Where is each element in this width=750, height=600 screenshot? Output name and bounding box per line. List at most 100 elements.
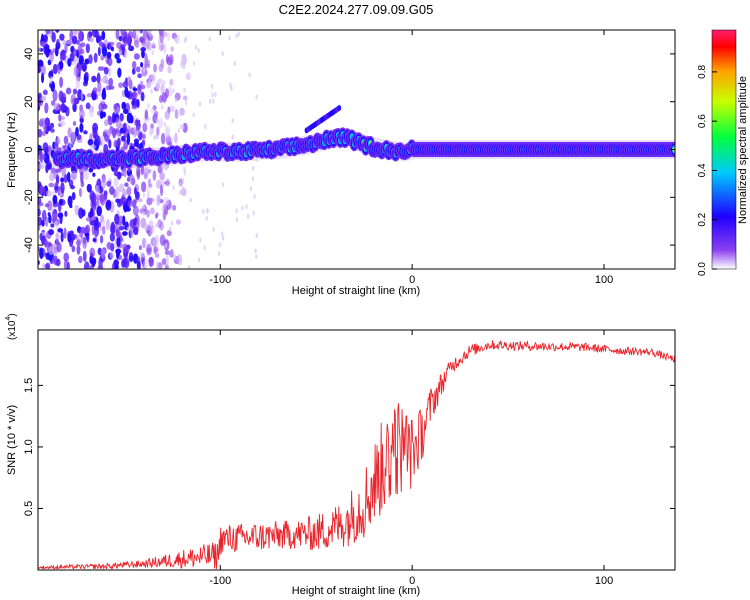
spectrogram-noise-blob <box>66 171 71 183</box>
spectrogram-noise-blob <box>161 208 165 214</box>
spectrogram-noise-blob <box>43 123 47 134</box>
spectrogram-noise-blob <box>89 264 94 269</box>
spectrogram-noise-blob <box>135 124 141 137</box>
spectrogram-noise-blob <box>98 41 104 47</box>
spectrogram-noise-blob <box>57 228 64 233</box>
spectrogram-noise-blob <box>245 204 248 210</box>
snr-y-multiplier: (x104) <box>5 313 18 340</box>
spectrogram-noise-blob <box>221 51 224 57</box>
spectrogram-noise-blob <box>71 245 76 253</box>
spectrogram-noise-blob <box>165 125 171 138</box>
spectrogram-noise-blob <box>113 103 118 110</box>
spectrogram-noise-blob <box>52 89 58 102</box>
spectrogram-noise-blob <box>108 139 112 149</box>
spectrogram-noise-blob <box>159 234 166 247</box>
spectrogram-noise-blob <box>217 251 221 257</box>
spectrogram-noise-blob <box>107 115 112 122</box>
spectrogram-noise-blob <box>165 135 172 146</box>
spectrogram-noise-blob <box>63 135 69 145</box>
spectrogram-noise-blob <box>235 208 238 214</box>
spectrogram-noise-blob <box>139 252 146 258</box>
spectrogram-noise-blob <box>142 133 146 140</box>
spectrogram-noise-blob <box>142 67 146 73</box>
spectrogram-noise-blob <box>40 41 46 47</box>
spectrogram-noise-blob <box>131 199 137 208</box>
spectrogram-noise-blob <box>170 46 174 52</box>
spectrogram-axes: -100 0 100 -40 -20 0 20 40 <box>23 30 675 286</box>
spectrogram-noise-blob <box>199 237 202 243</box>
spectrogram-noise-blob <box>39 118 44 124</box>
spectrogram-noise-blob <box>66 261 70 269</box>
spectrogram-noise-blob <box>110 224 116 235</box>
spectrogram-noise-blob <box>38 59 44 67</box>
spectrogram-noise-blob <box>208 98 212 104</box>
spectrogram-noise-blob <box>153 63 157 73</box>
spectrogram-noise-blob <box>132 30 136 40</box>
spectrogram-noise-blob <box>126 132 131 145</box>
spectrogram-noise-blob <box>67 127 72 138</box>
spectrogram-noise-blob <box>107 57 113 67</box>
spectrogram-noise-blob <box>48 70 54 79</box>
spectrogram-noise-blob <box>142 122 148 133</box>
spectrogram-noise-blob <box>126 186 132 196</box>
spectrogram-noise-blob <box>100 248 106 259</box>
spectrogram-noise-blob <box>249 186 253 192</box>
spectrogram-haze-cell <box>49 149 54 169</box>
spectrogram-noise-blob <box>48 30 53 38</box>
spectrogram-noise-blob <box>123 166 127 178</box>
spectrogram-noise-blob <box>165 254 169 267</box>
spectrogram-noise-blob <box>169 105 175 113</box>
spectrogram-noise-blob <box>135 42 140 49</box>
spectrogram-noise-blob <box>39 247 44 260</box>
spectrogram-noise-blob <box>154 252 160 258</box>
spectrogram-noise-blob <box>118 183 125 193</box>
spectrogram-noise-blob <box>113 139 119 148</box>
spectrogram-noise-blob <box>156 194 161 207</box>
spectrogram-noise-blob <box>91 30 98 38</box>
spectrogram-noise-blob <box>163 196 170 206</box>
spectrogram-noise-blob <box>79 109 85 119</box>
spectrogram-noise-blob <box>221 182 225 188</box>
spectrogram-noise-blob <box>78 54 84 65</box>
spectrogram-noise-blob <box>235 217 239 223</box>
spectrogram-noise-blob <box>63 252 70 262</box>
spectrogram-noise-blob <box>58 114 62 122</box>
spectrogram-noise-blob <box>175 219 182 225</box>
spectrogram-noise-blob <box>43 238 48 248</box>
snr-x-tick-label: -100 <box>209 575 231 587</box>
snr-x-tick-label: 0 <box>409 575 415 587</box>
spectrogram-noise-blob <box>123 257 130 269</box>
spectrogram-noise-blob <box>212 226 215 232</box>
spectrogram-noise-blob <box>127 76 132 87</box>
spectrogram-noise-blob <box>38 65 41 74</box>
spectrogram-noise-blob <box>134 53 140 60</box>
spectrogram-noise-blob <box>138 245 143 251</box>
spectrogram-noise-blob <box>60 120 66 127</box>
spectrogram-noise-blob <box>45 30 50 35</box>
spectrogram-noise-blob <box>120 43 125 52</box>
spectrogram-noise-blob <box>89 247 96 258</box>
spectrogram-noise-blob <box>101 111 107 118</box>
spectrogram-noise-blob <box>165 88 169 99</box>
spectrogram-noise-blob <box>124 182 129 187</box>
spectrogram-noise-blob <box>170 137 174 143</box>
spectrogram-noise-blob <box>109 251 115 259</box>
spectrogram-noise-blob <box>152 239 155 245</box>
spectrogram-noise-blob <box>144 63 151 68</box>
spectrogram-noise-blob <box>159 171 165 181</box>
spectrogram-noise-blob <box>76 134 82 140</box>
spectrogram-noise-blob <box>139 30 144 34</box>
spectrogram-noise-blob <box>101 30 106 41</box>
spectrogram-noise-blob <box>56 38 60 46</box>
spectrogram-noise-blob <box>131 68 136 75</box>
spectrogram-noise-blob <box>92 238 97 243</box>
spectrogram-noise-blob <box>99 192 105 204</box>
spectrogram-noise-blob <box>69 204 73 209</box>
spectrogram-noise-blob <box>181 64 184 70</box>
spectrogram-noise-blob <box>73 57 78 63</box>
spectrogram-noise-blob <box>75 78 81 90</box>
spectrogram-noise-blob <box>251 165 255 171</box>
spectrogram-noise-blob <box>48 214 52 224</box>
spectrogram-noise-blob <box>88 54 93 65</box>
spectrogram-noise-blob <box>85 43 90 54</box>
